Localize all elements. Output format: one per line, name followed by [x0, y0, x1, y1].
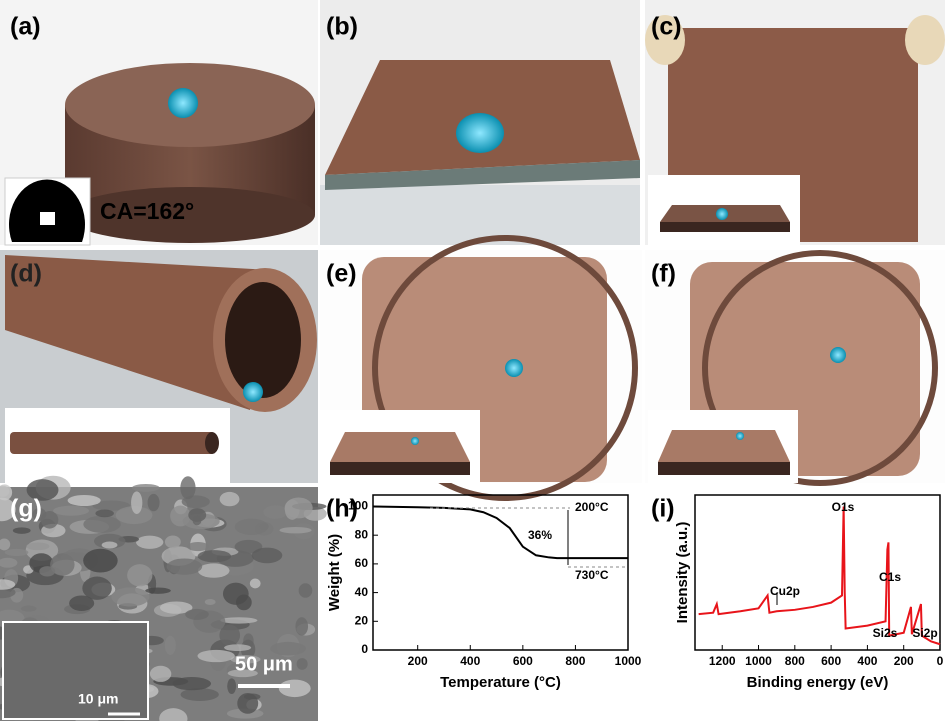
grain	[83, 516, 120, 533]
grain	[236, 594, 252, 610]
grain	[252, 548, 283, 564]
y-tick-label: 40	[355, 585, 369, 599]
grain	[180, 476, 195, 499]
grain	[297, 658, 308, 670]
photos	[0, 0, 945, 721]
panel-label: (a)	[10, 13, 41, 41]
grain	[263, 505, 287, 519]
grain	[220, 617, 257, 623]
panel-label: (d)	[10, 260, 42, 288]
x-tick-label: 400	[460, 654, 480, 668]
panel-label: (c)	[651, 13, 682, 41]
grain	[131, 491, 142, 514]
contact-angle: CA=162°	[100, 198, 194, 224]
grain	[165, 536, 181, 549]
grain	[295, 617, 308, 635]
annotation: 730°C	[575, 568, 609, 582]
annotation: O1s	[832, 500, 855, 514]
grain	[68, 495, 101, 506]
annotation: 200°C	[575, 500, 609, 514]
y-tick-label: 60	[355, 556, 369, 570]
grain	[185, 609, 209, 620]
x-tick-label: 800	[565, 654, 585, 668]
grain	[205, 599, 216, 605]
x-tick-label: 1200	[709, 654, 736, 668]
grain	[127, 564, 152, 586]
annotation: Si2s	[873, 626, 898, 640]
grain	[165, 636, 176, 655]
figure: (a) (b) (c) (d) (e) (f) (g) (h) (i) CA=1…	[0, 0, 945, 721]
grain	[250, 579, 261, 589]
x-tick-label: 600	[513, 654, 533, 668]
x-tick-label: 800	[785, 654, 805, 668]
grain	[198, 550, 232, 562]
grain	[132, 484, 160, 492]
grain	[198, 650, 235, 662]
y-axis-label: Weight (%)	[326, 534, 343, 611]
panel-label: (g)	[10, 495, 42, 523]
grain	[136, 536, 163, 549]
panel-label: (i)	[651, 495, 675, 523]
y-tick-label: 80	[355, 527, 369, 541]
grain	[279, 527, 311, 533]
grain	[193, 515, 202, 525]
data-line	[373, 506, 628, 558]
scale-label: 10 μm	[78, 691, 118, 707]
grain	[167, 558, 203, 574]
panel-label: (f)	[651, 260, 676, 288]
grain	[26, 542, 49, 550]
grain	[5, 549, 29, 556]
x-tick-label: 200	[894, 654, 914, 668]
y-tick-label: 100	[348, 499, 368, 513]
annotation: 36%	[528, 528, 552, 542]
grain	[145, 588, 171, 594]
grain	[285, 497, 313, 518]
x-tick-label: 200	[408, 654, 428, 668]
grain	[299, 583, 313, 598]
annotation: C1s	[879, 570, 901, 584]
grain	[102, 542, 118, 549]
grain	[198, 563, 230, 577]
grain	[13, 527, 31, 534]
panel-label: (b)	[326, 13, 358, 41]
grain	[187, 542, 209, 551]
x-axis-label: Binding energy (eV)	[747, 674, 889, 691]
grain	[41, 511, 59, 529]
grain	[224, 644, 251, 651]
grain	[95, 509, 114, 517]
grain	[237, 693, 258, 714]
grain	[53, 506, 89, 516]
scale-label: 50 μm	[235, 653, 293, 675]
x-tick-label: 400	[857, 654, 877, 668]
grain	[21, 606, 37, 612]
grain	[181, 688, 219, 701]
y-axis-label: Intensity (a.u.)	[674, 522, 691, 624]
grain	[50, 553, 74, 575]
grain	[227, 678, 236, 694]
grain	[220, 492, 240, 506]
x-tick-label: 1000	[615, 654, 642, 668]
grain	[83, 549, 118, 573]
data-line	[699, 506, 940, 644]
plot-frame	[695, 495, 940, 650]
grain	[69, 595, 94, 611]
annotation: Cu2p	[770, 584, 800, 598]
y-tick-label: 0	[361, 642, 368, 656]
grain	[111, 587, 149, 606]
x-tick-label: 0	[937, 654, 944, 668]
grain	[235, 519, 268, 535]
annotation: Si2p	[912, 626, 937, 640]
grain	[172, 677, 211, 690]
grain	[279, 680, 311, 698]
grain	[148, 494, 160, 511]
x-axis-label: Temperature (°C)	[440, 674, 561, 691]
x-tick-label: 1000	[745, 654, 772, 668]
grain	[150, 666, 171, 682]
x-tick-label: 600	[821, 654, 841, 668]
panel-label: (e)	[326, 260, 357, 288]
y-tick-label: 20	[355, 613, 369, 627]
